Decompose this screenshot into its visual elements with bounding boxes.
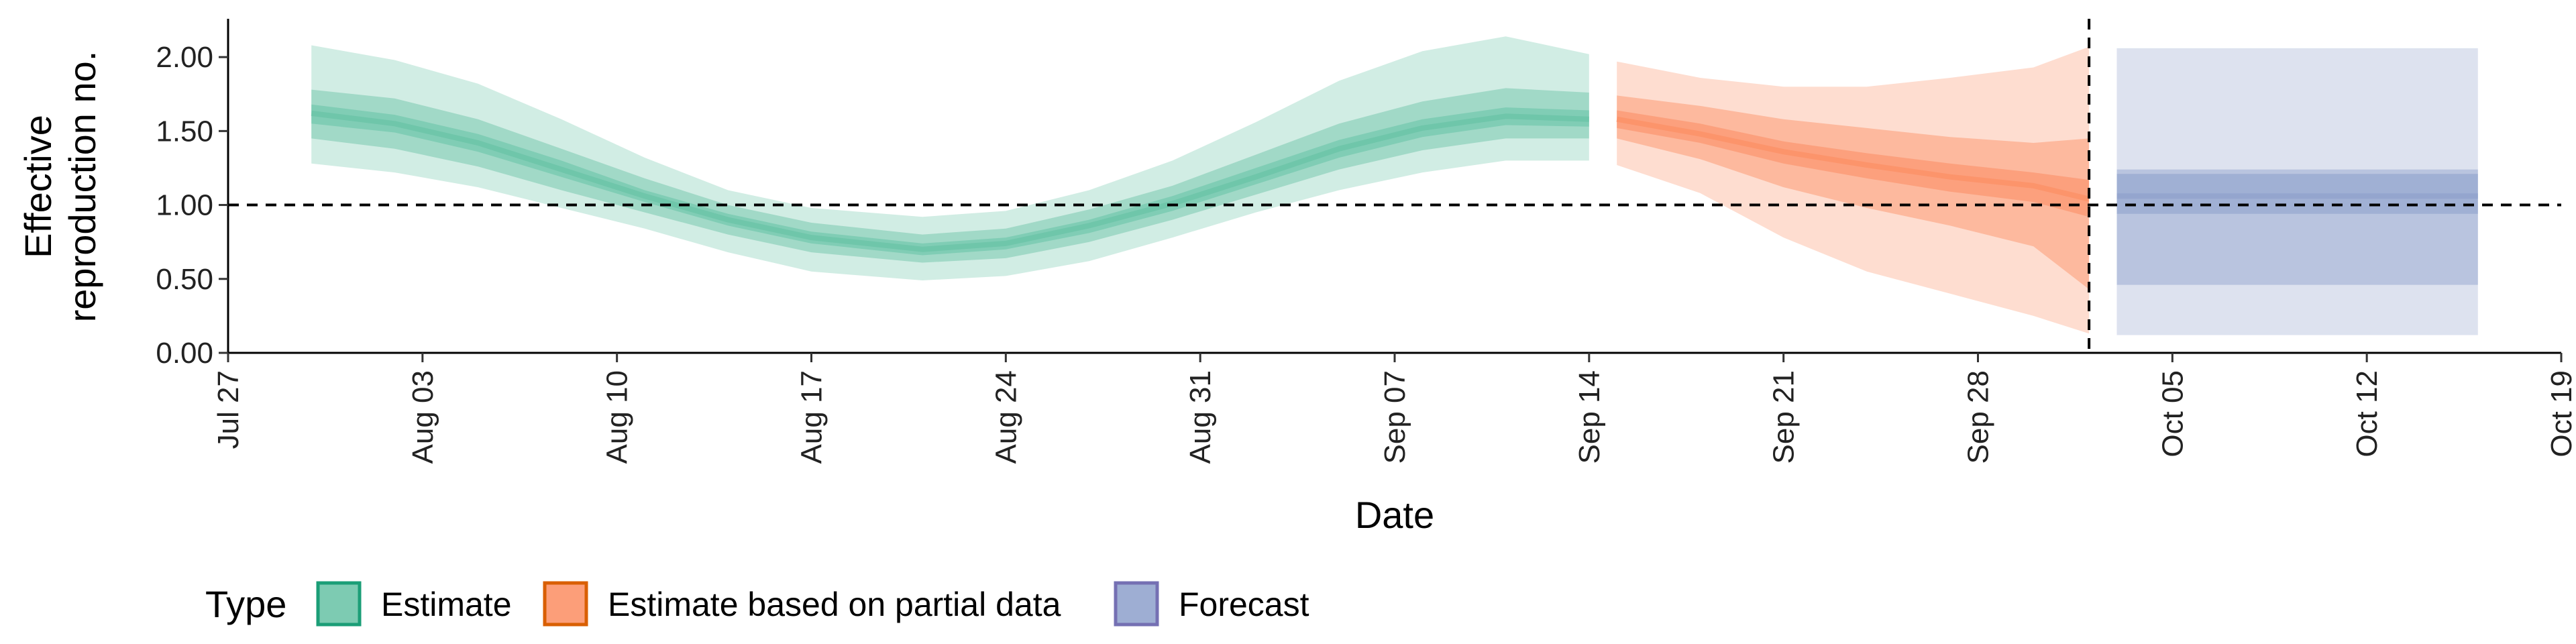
series-2-bands [2116, 48, 2478, 335]
y-axis-title-line-1: reproduction no. [61, 51, 103, 323]
x-tick-label-10: Oct 05 [2156, 370, 2189, 458]
y-axis-title-line-0: Effective [17, 115, 59, 258]
uncertainty-bands [311, 36, 2478, 335]
legend: Type Estimate Estimate based on partial da… [205, 581, 1309, 627]
x-tick-label-11: Oct 12 [2351, 370, 2383, 458]
x-tick-label-9: Sep 28 [1962, 370, 1995, 464]
x-tick-label-2: Aug 10 [601, 370, 634, 464]
median-lines [311, 110, 2478, 252]
x-axis-title: Date [1355, 494, 1434, 536]
band-90-series-1 [1617, 46, 2090, 334]
legend-key-series-1 [543, 581, 588, 627]
x-tick-label-1: Aug 03 [407, 370, 439, 464]
y-tick-label-1: 0.50 [156, 263, 213, 296]
x-tick-label-8: Sep 21 [1768, 370, 1801, 464]
legend-label-series-2: Forecast [1179, 586, 1309, 623]
x-tick-label-0: Jul 27 [212, 370, 245, 449]
x-tick-label-4: Aug 24 [989, 370, 1022, 464]
y-tick-label-2: 1.00 [156, 189, 213, 222]
y-tick-label-0: 0.00 [156, 337, 213, 370]
x-tick-label-3: Aug 17 [796, 370, 828, 464]
median-line-series-1 [1616, 116, 2090, 202]
reference-lines [228, 19, 2561, 353]
y-tick-label-3: 1.50 [156, 115, 213, 148]
legend-title: Type [205, 583, 286, 625]
legend-key-series-2 [1114, 581, 1159, 627]
x-tick-label-5: Aug 31 [1184, 370, 1217, 464]
band-20-series-0 [311, 104, 1589, 256]
axes: 0.00 0.50 1.00 1.50 2.00 Jul 27 Aug 03 Aug 10 Au… [156, 19, 2576, 464]
series-0-bands [311, 36, 1589, 280]
x-tick-label-12: Oct 19 [2545, 370, 2576, 458]
median-line-series-0 [311, 110, 1589, 252]
y-tick-label-4: 2.00 [156, 41, 213, 74]
series-1-bands [1617, 46, 2090, 334]
y-axis-title: Effective reproduction no. [17, 51, 103, 323]
x-tick-label-7: Sep 14 [1573, 370, 1606, 464]
legend-label-series-1: Estimate based on partial data [608, 586, 1061, 623]
x-tick-label-6: Sep 07 [1379, 370, 1411, 464]
band-90-series-0 [311, 36, 1589, 280]
legend-label-series-0: Estimate [381, 586, 512, 623]
legend-key-series-0 [316, 581, 362, 627]
